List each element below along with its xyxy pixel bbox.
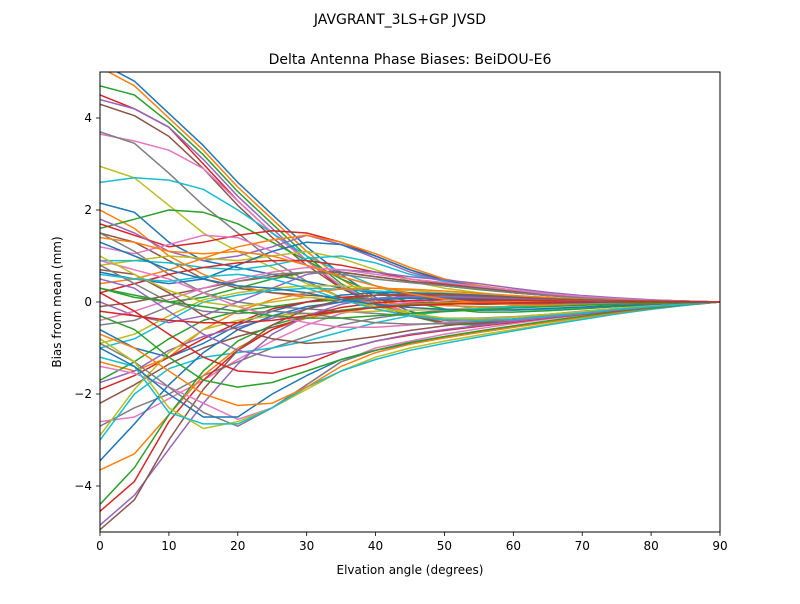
y-tick-label: −4 xyxy=(74,479,92,493)
series-line-s60 xyxy=(100,273,720,322)
figure-suptitle: JAVGRANT_3LS+GP JVSD xyxy=(313,12,486,28)
x-tick-label: 50 xyxy=(437,539,452,553)
series-line-s01 xyxy=(115,72,720,324)
x-tick-label: 60 xyxy=(506,539,521,553)
y-axis-label: Bias from mean (mm) xyxy=(50,236,64,367)
x-tick-label: 30 xyxy=(299,539,314,553)
y-tick-label: 2 xyxy=(84,203,92,217)
x-axis-label: Elvation angle (degrees) xyxy=(337,563,484,577)
series-line-s53 xyxy=(100,301,720,388)
series-line-s27 xyxy=(100,266,720,322)
y-tick-label: 0 xyxy=(84,295,92,309)
series-line-s64 xyxy=(100,301,720,324)
series-line-s63 xyxy=(100,287,720,319)
x-axis: 0 10 20 30 40 50 60 70 80 90 xyxy=(96,532,728,553)
series-line-s55 xyxy=(100,278,720,358)
chart-title: Delta Antenna Phase Biases: BeiDOU-E6 xyxy=(269,52,552,68)
x-tick-label: 70 xyxy=(575,539,590,553)
series-line-s50 xyxy=(100,301,720,425)
series-line-s38 xyxy=(100,301,720,427)
series-group xyxy=(100,72,720,531)
series-line-s51 xyxy=(100,301,720,418)
x-tick-label: 10 xyxy=(161,539,176,553)
series-line-s43 xyxy=(100,301,720,505)
x-tick-label: 40 xyxy=(368,539,383,553)
y-tick-label: −2 xyxy=(74,387,92,401)
x-tick-label: 90 xyxy=(712,539,727,553)
series-line-s48 xyxy=(100,301,720,427)
y-axis: −4 −2 0 2 4 xyxy=(74,111,100,493)
x-tick-label: 0 xyxy=(96,539,104,553)
series-line-s61 xyxy=(100,241,720,312)
series-line-s52 xyxy=(100,301,720,407)
x-tick-label: 80 xyxy=(643,539,658,553)
x-tick-label: 20 xyxy=(230,539,245,553)
y-tick-label: 4 xyxy=(84,111,92,125)
series-line-s46 xyxy=(100,293,720,531)
